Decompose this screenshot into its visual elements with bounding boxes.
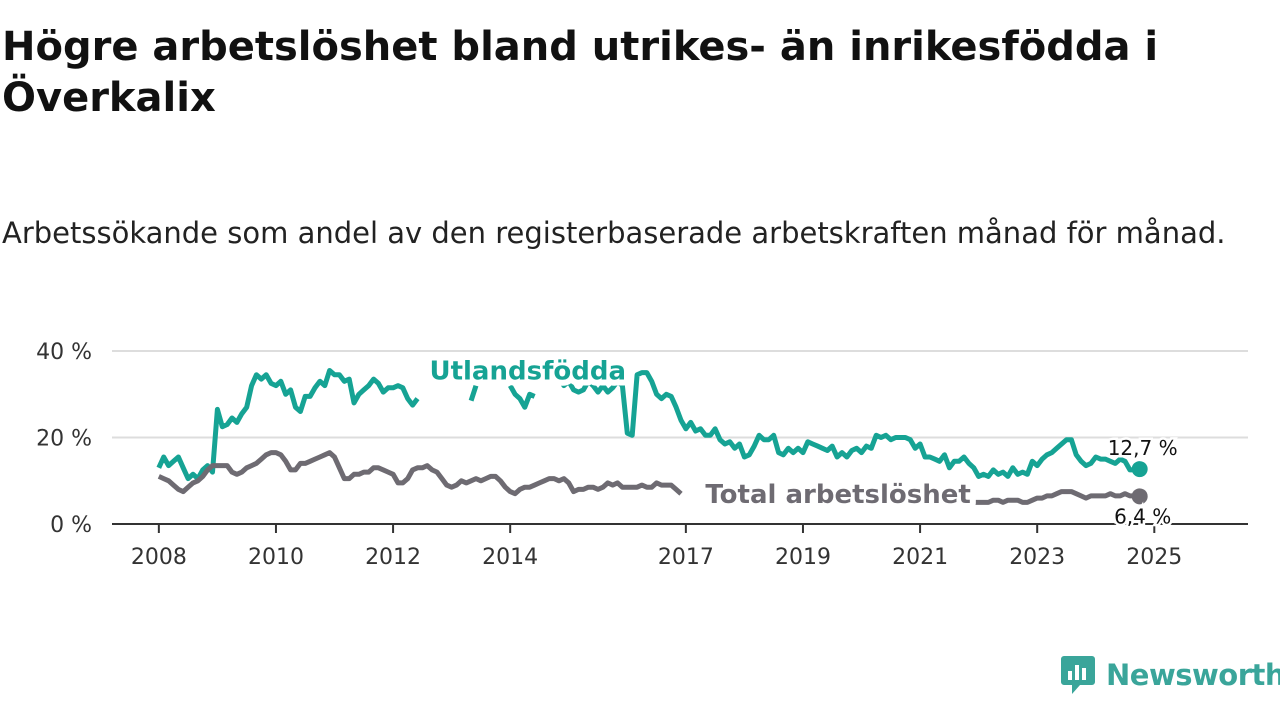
x-tick-label: 2025	[1126, 545, 1182, 570]
newsworthy-logo: Newsworthy	[1060, 654, 1280, 696]
series-line-total-arbetsl-shet	[157, 450, 1140, 505]
x-tick-label: 2021	[892, 545, 948, 570]
x-tick-label: 2019	[775, 545, 831, 570]
series-annotation: Total arbetslöshet	[705, 480, 970, 510]
y-tick-label: 40 %	[36, 340, 92, 365]
chart-title: Högre arbetslöshet bland utrikes- än inr…	[2, 24, 1159, 121]
end-marker-utlandsf-dda	[1131, 461, 1148, 478]
y-tick-label: 20 %	[36, 427, 92, 452]
x-tick-label: 2017	[658, 545, 714, 570]
end-marker-total-arbetsl-shet	[1131, 488, 1148, 505]
x-tick-label: 2008	[131, 545, 187, 570]
grid-lines: 0 % 20 % 40 %	[36, 340, 1248, 538]
x-tick-label: 2012	[365, 545, 421, 570]
series-annotation: Utlandsfödda	[429, 356, 626, 386]
end-value-label: 6,4 %	[1114, 504, 1171, 528]
series-lines	[156, 368, 1141, 505]
x-tick-label: 2014	[482, 545, 538, 570]
series-line-utlandsf-dda	[156, 368, 1141, 482]
chart-labels: 12,7 % 6,4 % Utlandsfödda Total arbetslöshe…	[423, 350, 1180, 530]
end-value-label: 12,7 %	[1108, 436, 1178, 460]
brand-name: Newsworthy	[1106, 658, 1280, 692]
x-tick-label: 2023	[1009, 545, 1065, 570]
line-chart: 0 % 20 % 40 % 2008 2010 2012 2014 2017 2019 2021…	[36, 340, 1248, 570]
y-tick-label: 0 %	[50, 513, 92, 538]
chart-subtitle: Arbetssökande som andel av den registerb…	[2, 216, 1226, 250]
x-axis: 2008 2010 2012 2014 2017 2019 2021 2023 2025	[112, 523, 1248, 570]
x-tick-label: 2010	[248, 545, 304, 570]
newsworthy-chart-bubble-icon	[1061, 656, 1095, 694]
